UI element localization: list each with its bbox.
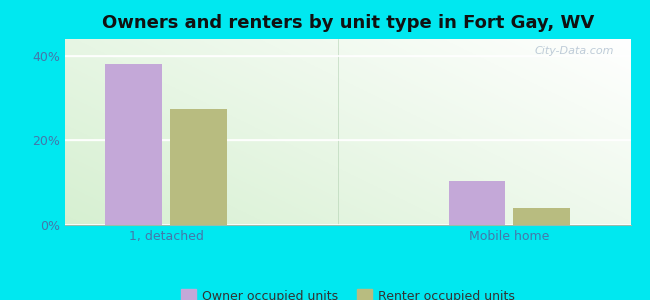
Bar	[105, 64, 162, 225]
Bar	[514, 208, 570, 225]
Legend: Owner occupied units, Renter occupied units: Owner occupied units, Renter occupied un…	[176, 284, 520, 300]
Bar	[170, 109, 227, 225]
Bar	[448, 181, 505, 225]
Text: City-Data.com: City-Data.com	[534, 46, 614, 56]
Title: Owners and renters by unit type in Fort Gay, WV: Owners and renters by unit type in Fort …	[101, 14, 594, 32]
